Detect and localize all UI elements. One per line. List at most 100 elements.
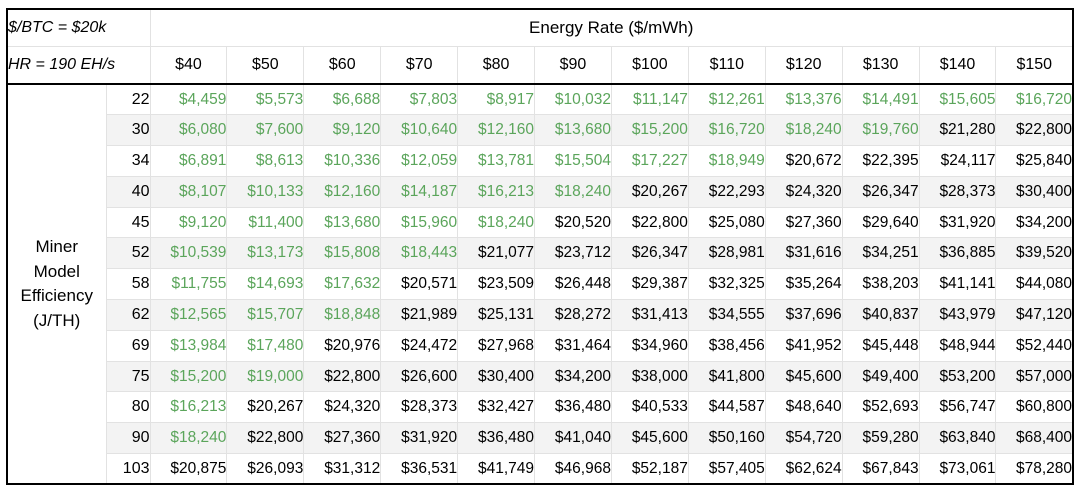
table-row: Miner Model Efficiency (J/TH) 22 $4,459 $5,573… xyxy=(6,83,1074,485)
breakeven-cell: $57,405 xyxy=(687,453,766,485)
breakeven-cell: $32,325 xyxy=(687,268,766,301)
table-row: 40 $8,107 $10,133 $12,160 $14,187 $16,213 $18,… xyxy=(7,175,1074,208)
breakeven-cell: $56,747 xyxy=(918,391,997,424)
breakeven-cell: $12,059 xyxy=(380,145,459,177)
breakeven-cell: $24,117 xyxy=(918,145,997,177)
breakeven-cell: $34,200 xyxy=(534,360,612,393)
breakeven-cell: $13,984 xyxy=(149,329,228,362)
breakeven-cell: $16,720 xyxy=(995,83,1074,116)
breakeven-cell: $52,693 xyxy=(841,391,920,424)
breakeven-cell: $38,456 xyxy=(687,329,766,362)
breakeven-cell: $12,160 xyxy=(457,114,536,147)
table-row: 58 $11,755 $14,693 $17,632 $20,571 $23,509 $26… xyxy=(7,268,1074,301)
breakeven-cell: $38,203 xyxy=(841,268,920,301)
breakeven-cell: $34,960 xyxy=(610,329,689,362)
column-header: $40 xyxy=(149,45,228,85)
column-header: $100 xyxy=(610,45,689,85)
table-row: 62 $12,565 $15,707 $18,848 $21,989 $25,131 $28… xyxy=(7,299,1074,331)
breakeven-cell: $6,080 xyxy=(149,114,228,147)
column-header: $120 xyxy=(764,45,843,85)
breakeven-cell: $28,373 xyxy=(918,175,997,208)
row-header: 34 xyxy=(105,145,151,177)
breakeven-cell: $20,571 xyxy=(380,268,459,301)
breakeven-cell: $30,400 xyxy=(995,175,1074,208)
breakeven-cell: $41,749 xyxy=(457,453,536,485)
breakeven-cell: $18,240 xyxy=(149,422,228,455)
breakeven-cell: $10,539 xyxy=(149,237,228,270)
breakeven-cell: $34,200 xyxy=(995,206,1074,239)
breakeven-cell: $34,555 xyxy=(687,299,766,331)
breakeven-cell: $23,712 xyxy=(534,237,612,270)
table-row: 30 $6,080 $7,600 $9,120 $10,640 $12,160 $13,68… xyxy=(7,114,1074,147)
assumption-row-1: $/BTC = $20k Energy Rate ($/mWh) xyxy=(6,8,1074,47)
breakeven-cell: $14,187 xyxy=(380,175,459,208)
table-row: 103 $20,875 $26,093 $31,312 $36,531 $41,749 $4… xyxy=(7,453,1074,485)
breakeven-cell: $22,800 xyxy=(303,360,382,393)
breakeven-cell: $27,360 xyxy=(303,422,382,455)
breakeven-cell: $24,320 xyxy=(764,175,843,208)
row-header: 103 xyxy=(105,453,151,485)
breakeven-cell: $20,267 xyxy=(610,175,689,208)
breakeven-cell: $46,968 xyxy=(534,453,612,485)
breakeven-cell: $15,504 xyxy=(534,145,612,177)
table-body: Miner Model Efficiency (J/TH) 22 $4,459 $5,573… xyxy=(6,83,1074,485)
breakeven-cell: $39,520 xyxy=(995,237,1074,270)
breakeven-cell: $20,520 xyxy=(534,206,612,239)
breakeven-cell: $18,240 xyxy=(764,114,843,147)
column-header-row: HR = 190 EH/s $40 $50 $60 $70 $80 $90 $100 $110… xyxy=(6,45,1074,85)
breakeven-cell: $24,472 xyxy=(380,329,459,362)
breakeven-cell: $34,251 xyxy=(841,237,920,270)
breakeven-cell: $28,373 xyxy=(380,391,459,424)
breakeven-cell: $37,696 xyxy=(764,299,843,331)
energy-rate-group-header: Energy Rate ($/mWh) xyxy=(149,8,1074,47)
breakeven-cell: $20,672 xyxy=(764,145,843,177)
breakeven-cell: $31,920 xyxy=(380,422,459,455)
breakeven-cell: $68,400 xyxy=(995,422,1074,455)
breakeven-cell: $48,944 xyxy=(918,329,997,362)
breakeven-cell: $9,120 xyxy=(303,114,382,147)
hashrate-assumption: HR = 190 EH/s xyxy=(6,45,151,85)
row-header: 58 xyxy=(105,268,151,301)
breakeven-cell: $22,293 xyxy=(687,175,766,208)
table-row: 75 $15,200 $19,000 $22,800 $26,600 $30,400 $34… xyxy=(7,360,1074,393)
breakeven-cell: $62,624 xyxy=(764,453,843,485)
breakeven-cell: $26,600 xyxy=(380,360,459,393)
breakeven-cell: $11,400 xyxy=(226,206,305,239)
column-header: $140 xyxy=(918,45,997,85)
column-header: $90 xyxy=(534,45,612,85)
breakeven-cell: $28,272 xyxy=(534,299,612,331)
breakeven-cell: $31,312 xyxy=(303,453,382,485)
breakeven-cell: $29,387 xyxy=(610,268,689,301)
breakeven-cell: $44,080 xyxy=(995,268,1074,301)
breakeven-cell: $13,173 xyxy=(226,237,305,270)
breakeven-cell: $53,200 xyxy=(918,360,997,393)
breakeven-cell: $11,755 xyxy=(149,268,228,301)
breakeven-cell: $20,267 xyxy=(226,391,305,424)
row-header: 62 xyxy=(105,299,151,331)
table-row: 80 $16,213 $20,267 $24,320 $28,373 $32,427 $36… xyxy=(7,391,1074,424)
breakeven-cell: $13,781 xyxy=(457,145,536,177)
breakeven-cell: $18,240 xyxy=(457,206,536,239)
breakeven-cell: $14,491 xyxy=(841,83,920,116)
breakeven-cell: $18,949 xyxy=(687,145,766,177)
table-row: 45 $9,120 $11,400 $13,680 $15,960 $18,240 $20,… xyxy=(7,206,1074,239)
breakeven-cell: $10,336 xyxy=(303,145,382,177)
breakeven-cell: $38,000 xyxy=(610,360,689,393)
table-row: 34 $6,891 $8,613 $10,336 $12,059 $13,781 $15,5… xyxy=(7,145,1074,177)
breakeven-cell: $31,920 xyxy=(918,206,997,239)
breakeven-cell: $6,688 xyxy=(303,83,382,116)
breakeven-cell: $18,240 xyxy=(534,175,612,208)
breakeven-cell: $15,605 xyxy=(918,83,997,116)
breakeven-cell: $45,600 xyxy=(610,422,689,455)
row-group-title: Miner Model Efficiency (J/TH) xyxy=(6,83,107,485)
breakeven-cell: $52,440 xyxy=(995,329,1074,362)
breakeven-cell: $29,640 xyxy=(841,206,920,239)
column-header: $80 xyxy=(457,45,536,85)
breakeven-cell: $16,213 xyxy=(149,391,228,424)
breakeven-cell: $27,360 xyxy=(764,206,843,239)
breakeven-cell: $30,400 xyxy=(457,360,536,393)
breakeven-cell: $35,264 xyxy=(764,268,843,301)
breakeven-cell: $41,952 xyxy=(764,329,843,362)
breakeven-cell: $32,427 xyxy=(457,391,536,424)
breakeven-cell: $20,875 xyxy=(149,453,228,485)
